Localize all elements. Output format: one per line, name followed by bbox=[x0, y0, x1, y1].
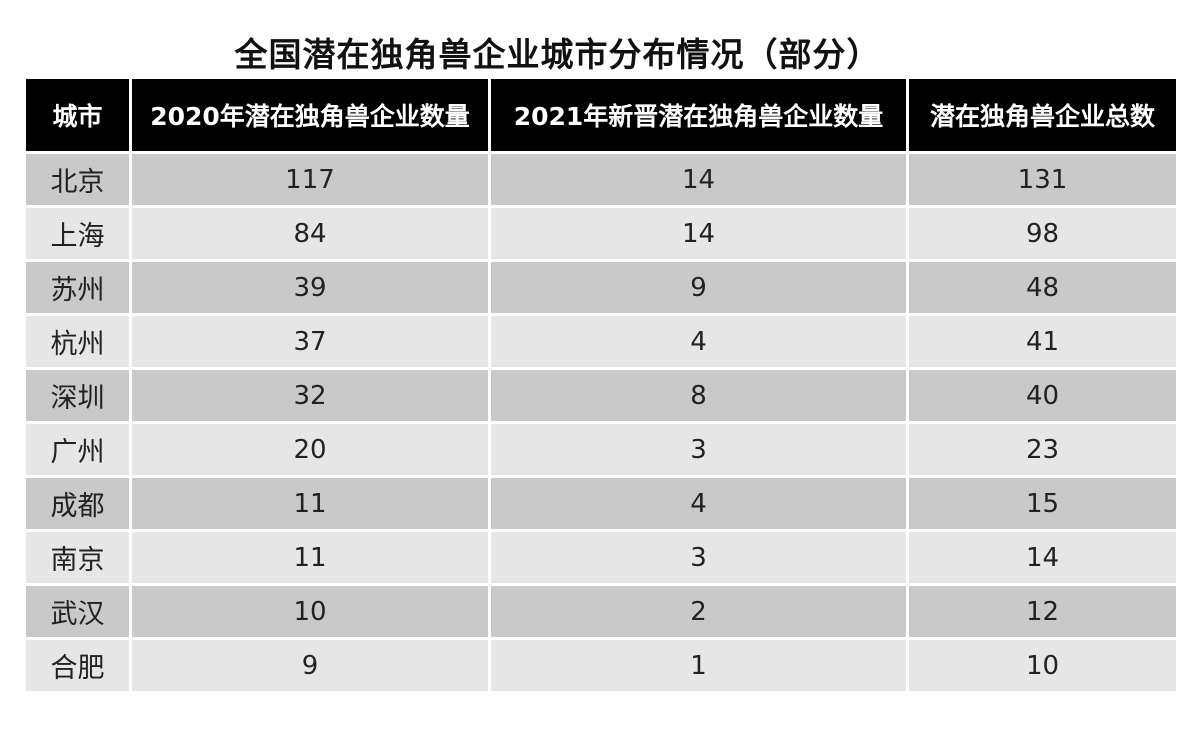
value-cell: 4 bbox=[491, 478, 906, 529]
value-cell: 10 bbox=[909, 640, 1176, 691]
value-cell: 48 bbox=[909, 262, 1176, 313]
table-row: 苏州 39 9 48 bbox=[26, 262, 1176, 313]
value-cell: 2 bbox=[491, 586, 906, 637]
value-cell: 37 bbox=[132, 316, 488, 367]
value-cell: 117 bbox=[132, 154, 488, 205]
city-cell: 广州 bbox=[26, 424, 129, 475]
column-header: 城市 bbox=[26, 79, 129, 151]
city-cell: 武汉 bbox=[26, 586, 129, 637]
table-row: 深圳 32 8 40 bbox=[26, 370, 1176, 421]
value-cell: 131 bbox=[909, 154, 1176, 205]
header-row: 城市 2020年潜在独角兽企业数量 2021年新晋潜在独角兽企业数量 潜在独角兽企业总… bbox=[26, 79, 1176, 151]
table-row: 南京 11 3 14 bbox=[26, 532, 1176, 583]
data-table: 城市 2020年潜在独角兽企业数量 2021年新晋潜在独角兽企业数量 潜在独角兽企业总… bbox=[23, 76, 1179, 694]
city-cell: 苏州 bbox=[26, 262, 129, 313]
value-cell: 1 bbox=[491, 640, 906, 691]
value-cell: 20 bbox=[132, 424, 488, 475]
value-cell: 23 bbox=[909, 424, 1176, 475]
table-row: 北京 117 14 131 bbox=[26, 154, 1176, 205]
value-cell: 4 bbox=[491, 316, 906, 367]
value-cell: 14 bbox=[491, 208, 906, 259]
value-cell: 3 bbox=[491, 424, 906, 475]
city-cell: 杭州 bbox=[26, 316, 129, 367]
city-cell: 深圳 bbox=[26, 370, 129, 421]
city-cell: 合肥 bbox=[26, 640, 129, 691]
table-row: 杭州 37 4 41 bbox=[26, 316, 1176, 367]
value-cell: 9 bbox=[132, 640, 488, 691]
value-cell: 3 bbox=[491, 532, 906, 583]
table-row: 广州 20 3 23 bbox=[26, 424, 1176, 475]
value-cell: 41 bbox=[909, 316, 1176, 367]
value-cell: 14 bbox=[491, 154, 906, 205]
value-cell: 14 bbox=[909, 532, 1176, 583]
city-cell: 北京 bbox=[26, 154, 129, 205]
value-cell: 9 bbox=[491, 262, 906, 313]
value-cell: 84 bbox=[132, 208, 488, 259]
value-cell: 15 bbox=[909, 478, 1176, 529]
value-cell: 32 bbox=[132, 370, 488, 421]
city-cell: 南京 bbox=[26, 532, 129, 583]
value-cell: 11 bbox=[132, 478, 488, 529]
table-title: 全国潜在独角兽企业城市分布情况（部分） bbox=[234, 35, 881, 74]
value-cell: 10 bbox=[132, 586, 488, 637]
value-cell: 39 bbox=[132, 262, 488, 313]
table-row: 武汉 10 2 12 bbox=[26, 586, 1176, 637]
column-header: 2020年潜在独角兽企业数量 bbox=[132, 79, 488, 151]
column-header: 潜在独角兽企业总数 bbox=[909, 79, 1176, 151]
column-header: 2021年新晋潜在独角兽企业数量 bbox=[491, 79, 906, 151]
table-row: 合肥 9 1 10 bbox=[26, 640, 1176, 691]
value-cell: 11 bbox=[132, 532, 488, 583]
value-cell: 12 bbox=[909, 586, 1176, 637]
table-row: 成都 11 4 15 bbox=[26, 478, 1176, 529]
value-cell: 40 bbox=[909, 370, 1176, 421]
table-row: 上海 84 14 98 bbox=[26, 208, 1176, 259]
value-cell: 8 bbox=[491, 370, 906, 421]
city-cell: 上海 bbox=[26, 208, 129, 259]
city-cell: 成都 bbox=[26, 478, 129, 529]
value-cell: 98 bbox=[909, 208, 1176, 259]
